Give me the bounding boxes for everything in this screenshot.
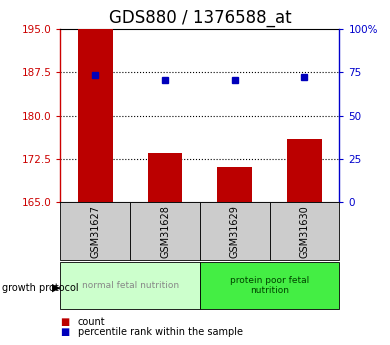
Text: GSM31627: GSM31627	[90, 205, 100, 258]
Bar	[147, 153, 183, 202]
Bar	[130, 202, 200, 260]
Text: growth protocol: growth protocol	[2, 283, 78, 293]
Text: normal fetal nutrition: normal fetal nutrition	[82, 281, 179, 290]
Text: ■: ■	[60, 317, 70, 326]
Bar	[60, 202, 130, 260]
Text: ▶: ▶	[52, 283, 60, 293]
Text: ■: ■	[60, 327, 70, 337]
Text: protein poor fetal
nutrition: protein poor fetal nutrition	[230, 276, 309, 295]
Bar	[269, 202, 339, 260]
Bar	[200, 202, 269, 260]
Text: percentile rank within the sample: percentile rank within the sample	[78, 327, 243, 337]
Bar	[200, 262, 339, 309]
Title: GDS880 / 1376588_at: GDS880 / 1376588_at	[108, 9, 291, 27]
Text: GSM31630: GSM31630	[300, 205, 309, 257]
Text: GSM31628: GSM31628	[160, 205, 170, 258]
Bar	[287, 139, 322, 202]
Bar	[60, 262, 200, 309]
Bar	[78, 29, 113, 202]
Bar	[217, 167, 252, 202]
Text: GSM31629: GSM31629	[230, 205, 240, 258]
Text: count: count	[78, 317, 106, 326]
